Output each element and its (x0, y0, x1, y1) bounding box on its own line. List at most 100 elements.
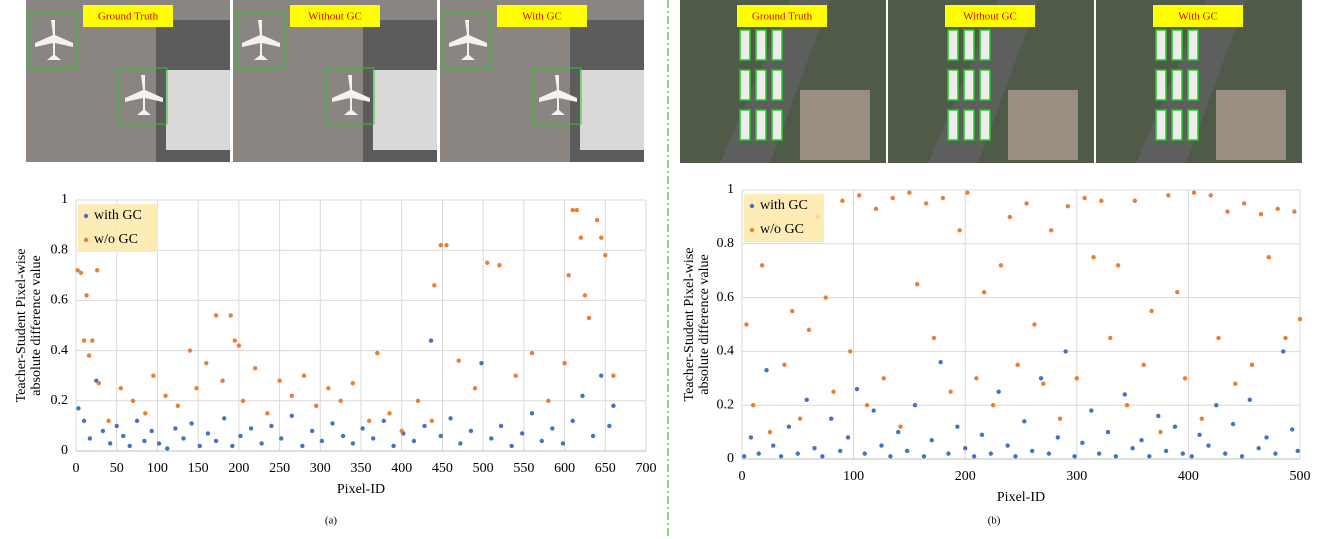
point (222, 416, 227, 421)
point (931, 335, 937, 341)
image-label: Without GC (308, 11, 362, 23)
bus (963, 29, 975, 61)
point (1249, 362, 1255, 368)
y-tick-label: 0.8 (51, 242, 69, 257)
point (742, 454, 747, 459)
legend-marker (749, 203, 755, 209)
point (750, 403, 756, 408)
point (114, 423, 119, 429)
point (829, 416, 834, 421)
point (149, 428, 154, 434)
point (399, 428, 404, 434)
x-tick-label: 400 (1178, 469, 1199, 484)
point (301, 373, 307, 378)
point (744, 322, 749, 327)
point (371, 436, 376, 441)
bus (1155, 109, 1167, 141)
point (1074, 376, 1080, 381)
point (890, 195, 895, 201)
building (1008, 90, 1078, 160)
point (546, 398, 551, 403)
image-label: Without GC (963, 11, 1017, 23)
point (1038, 376, 1044, 381)
point (1208, 193, 1213, 198)
point (1297, 316, 1303, 322)
point (197, 443, 202, 449)
point (566, 273, 571, 278)
image-label: With GC (522, 11, 562, 23)
point (338, 398, 343, 403)
point (422, 423, 427, 429)
point (1072, 454, 1077, 459)
label-bg (945, 5, 1035, 27)
x-tick-label: 200 (228, 461, 249, 476)
point (1266, 255, 1271, 260)
point (1096, 451, 1102, 456)
point (767, 429, 773, 435)
point (1216, 335, 1221, 341)
point (118, 386, 123, 391)
y-axis-label: Teacher-Student Pixel-wise (14, 249, 29, 403)
point (163, 393, 168, 398)
point (812, 446, 817, 451)
point (187, 348, 193, 353)
y-axis-label: Teacher-Student Pixel-wise (682, 248, 697, 402)
point (912, 403, 918, 408)
point (1225, 209, 1230, 214)
point (143, 411, 148, 416)
point (580, 393, 585, 398)
x-tick-label: 500 (473, 461, 494, 476)
point (1206, 443, 1211, 448)
x-tick-label: 200 (955, 469, 976, 484)
box (325, 67, 375, 125)
roof (166, 70, 230, 150)
point (904, 448, 910, 454)
point (391, 443, 396, 449)
point (1089, 408, 1094, 413)
point (151, 373, 156, 378)
point (981, 290, 987, 295)
legend-box (744, 194, 824, 242)
point (1015, 362, 1020, 368)
point (782, 362, 787, 368)
point (529, 411, 535, 416)
point (1275, 206, 1280, 212)
point (756, 451, 761, 456)
point (923, 201, 929, 206)
point (856, 193, 862, 198)
x-tick-label: 300 (1066, 469, 1087, 484)
legend-label: w/o GC (760, 222, 804, 237)
point (562, 360, 567, 366)
point (240, 398, 246, 403)
x-tick-label: 500 (1290, 469, 1311, 484)
bus (755, 109, 767, 141)
legend-label: with GC (94, 208, 142, 223)
y-tick-label: 0.2 (717, 397, 735, 412)
caption: (a) (325, 515, 338, 527)
point (415, 398, 421, 403)
point (1057, 416, 1063, 421)
point (1281, 349, 1286, 354)
point (432, 283, 437, 288)
point (498, 423, 504, 429)
point (586, 315, 592, 321)
y-tick-label: 0.2 (51, 393, 69, 408)
point (330, 421, 335, 426)
x-tick-label: 150 (188, 461, 209, 476)
point (1156, 413, 1161, 419)
x-tick-label: 650 (595, 461, 616, 476)
point (360, 426, 365, 431)
point (236, 343, 242, 348)
point (1189, 454, 1194, 459)
point (96, 381, 102, 386)
point (1141, 362, 1146, 368)
point (938, 359, 943, 365)
point (831, 389, 836, 394)
bus (1171, 29, 1183, 61)
point (381, 418, 386, 424)
bus (1187, 69, 1199, 101)
plane (35, 20, 73, 60)
point (963, 446, 968, 451)
point (1197, 432, 1202, 437)
legend-box (78, 204, 158, 252)
